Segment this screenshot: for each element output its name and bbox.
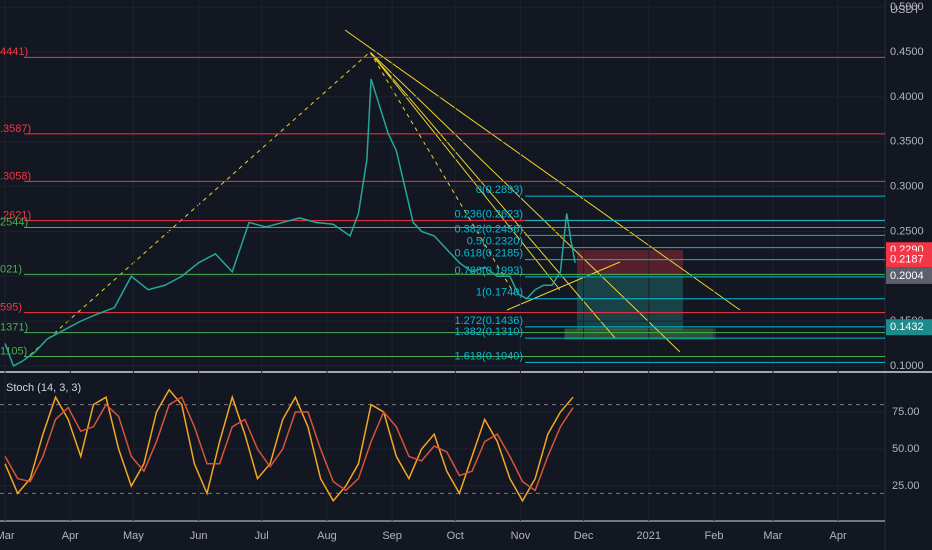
- x-tick-label: Sep: [382, 530, 402, 542]
- trendline: [369, 51, 516, 296]
- trendline: [344, 29, 741, 311]
- trendline: [369, 51, 616, 339]
- stop-zone: [577, 250, 683, 275]
- price-tag-label: 0.2187: [890, 253, 924, 265]
- x-tick-label: Aug: [317, 530, 337, 542]
- y-tick-label: 0.3500: [890, 136, 924, 148]
- x-tick-label: Jun: [190, 530, 208, 542]
- stoch-tick-label: 75.00: [892, 406, 920, 418]
- y-tick-label: 0.1000: [890, 360, 924, 372]
- price-line: [4, 78, 576, 368]
- fib-label: 0.382(0.2456): [455, 223, 524, 235]
- trendline: [369, 51, 681, 353]
- fib-label: 1(0.1749): [476, 287, 523, 299]
- x-tick-label: Mar: [0, 530, 15, 542]
- x-tick-label: Apr: [62, 530, 79, 542]
- x-tick-label: Jul: [255, 530, 269, 542]
- stoch-title: Stoch (14, 3, 3): [6, 382, 81, 394]
- level-label: 021): [0, 263, 22, 275]
- x-tick-label: Apr: [830, 530, 847, 542]
- trendlines: [29, 29, 741, 356]
- fib-label: 1.272(0.1436): [455, 315, 524, 327]
- x-tick-label: 2021: [637, 530, 661, 542]
- stoch-tick-label: 50.00: [892, 443, 920, 455]
- level-label: .3587): [0, 123, 31, 135]
- y-tick-label: 0.5000: [890, 1, 924, 13]
- price-tag-label: 0.2004: [890, 270, 924, 282]
- x-tick-label: Oct: [447, 530, 464, 542]
- fib-label: 0.5(0.2320): [467, 235, 523, 247]
- level-label: 595): [0, 302, 22, 314]
- target-box: [564, 328, 716, 340]
- level-label: 1105): [0, 345, 27, 357]
- fib-label: 0(0.2893): [476, 184, 523, 196]
- x-tick-label: Feb: [704, 530, 723, 542]
- x-tick-label: Dec: [574, 530, 594, 542]
- y-tick-label: 0.2500: [890, 225, 924, 237]
- x-tick-label: May: [123, 530, 144, 542]
- fib-label: 0.618(0.2185): [455, 248, 524, 260]
- price-tag: [886, 319, 932, 336]
- fib-label: 1.382(0.1310): [455, 326, 524, 338]
- target-zone: [577, 275, 683, 330]
- y-tick-label: 0.3000: [890, 180, 924, 192]
- fib-label: 0.236(0.2623): [455, 208, 524, 220]
- price-tag: [886, 267, 932, 284]
- unit-label: USDT: [890, 4, 920, 16]
- level-label: 1371): [0, 322, 28, 334]
- stoch-line: [4, 396, 574, 492]
- x-tick-label: Mar: [763, 530, 782, 542]
- level-label: .3058): [0, 170, 31, 182]
- price-tag-label: 0.1432: [890, 321, 924, 333]
- stoch-tick-label: 25.00: [892, 480, 920, 492]
- y-tick-label: 0.4500: [890, 46, 924, 58]
- trendline: [506, 261, 621, 311]
- level-label: 4441): [0, 46, 28, 58]
- price-tag: [886, 251, 932, 268]
- level-label: 2544): [0, 216, 28, 228]
- trendline: [29, 51, 371, 356]
- y-tick-label: 0.4000: [890, 91, 924, 103]
- fib-label: 1.618(0.1040): [455, 350, 524, 362]
- x-tick-label: Nov: [511, 530, 531, 542]
- trendline: [369, 51, 561, 291]
- stoch-line: [4, 388, 574, 503]
- level-label: .2621): [0, 209, 31, 221]
